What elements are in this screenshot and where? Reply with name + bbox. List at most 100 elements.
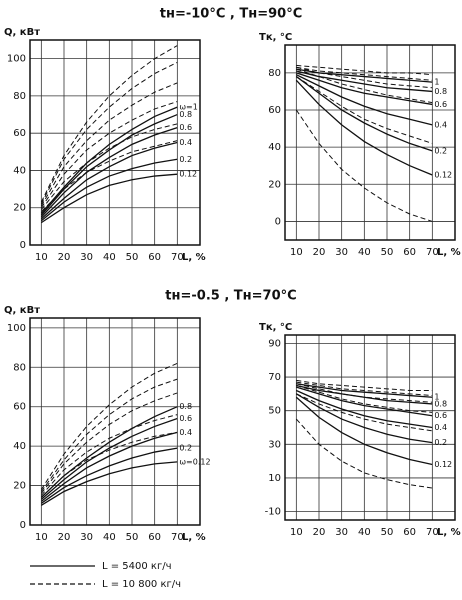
y-axis-label: Tк, °C	[259, 32, 292, 43]
y-tick-label: 20	[13, 481, 26, 492]
curve	[40, 447, 178, 504]
x-tick-label: 50	[126, 252, 139, 263]
curve-label: 0.2	[179, 444, 192, 453]
curve	[40, 123, 178, 210]
y-tick-label: 20	[13, 203, 26, 214]
y-tick-label: 80	[13, 91, 26, 102]
y-axis-label: Q, кВт	[4, 27, 40, 38]
x-tick-label: 60	[403, 527, 416, 538]
curve	[40, 417, 178, 500]
curve	[40, 158, 178, 222]
y-tick-label: 90	[268, 338, 281, 349]
x-tick-label: 10	[290, 247, 303, 258]
x-tick-label: 60	[403, 247, 416, 258]
curve-label: 0.6	[179, 123, 192, 132]
curve	[295, 396, 433, 466]
curve-label: 0.4	[179, 138, 192, 147]
x-tick-label: 30	[80, 532, 93, 543]
curve	[40, 82, 178, 207]
curve-label: 0.2	[434, 438, 447, 447]
x-tick-label: 60	[148, 252, 161, 263]
y-tick-label: -10	[265, 507, 281, 518]
curve	[296, 64, 433, 76]
x-tick-label: 70	[426, 527, 439, 538]
x-tick-label: 60	[148, 532, 161, 543]
curve	[40, 406, 178, 498]
y-tick-label: 60	[13, 402, 26, 413]
curve	[296, 386, 433, 417]
x-tick-label: 10	[35, 532, 48, 543]
curve	[295, 109, 433, 222]
curve	[296, 389, 433, 429]
curve	[40, 45, 178, 203]
x-tick-label: 20	[58, 532, 71, 543]
y-tick-label: 30	[268, 439, 281, 450]
y-axis-label: Q, кВт	[4, 305, 40, 316]
x-tick-label: 70	[171, 532, 184, 543]
curve	[40, 378, 178, 492]
curve-label: 1	[434, 393, 439, 402]
curve	[296, 393, 433, 432]
legend-label: L = 10 800 кг/ч	[102, 579, 181, 590]
curve	[296, 393, 433, 444]
x-axis-label: L, %	[437, 527, 461, 538]
curve-label: 0.4	[434, 423, 447, 432]
heading: tн=-0.5 , Tн=70°C	[165, 289, 296, 304]
x-axis-label: L, %	[437, 247, 461, 258]
curve	[40, 106, 178, 214]
curve	[40, 414, 178, 496]
curve-label: 0.8	[434, 87, 447, 96]
heading: tн=-10°C , Tн=90°C	[160, 7, 302, 22]
x-tick-label: 40	[103, 252, 116, 263]
plot-frame	[29, 317, 201, 526]
x-tick-label: 10	[35, 252, 48, 263]
curve	[295, 76, 433, 152]
curve-label: ω=1	[179, 103, 198, 112]
y-tick-label: 80	[268, 68, 281, 79]
curve	[296, 383, 433, 403]
curve-label: 0.2	[434, 146, 447, 155]
y-tick-label: 0	[20, 520, 26, 531]
x-axis-label: L, %	[182, 252, 206, 263]
x-axis-label: L, %	[182, 532, 206, 543]
curve-label: 0.12	[434, 171, 452, 180]
curve	[40, 61, 178, 205]
curve	[40, 113, 178, 216]
curve-label: 0.2	[179, 155, 192, 164]
plot-frame	[29, 39, 201, 246]
curve	[40, 126, 178, 218]
y-tick-label: 10	[268, 473, 281, 484]
y-tick-label: 80	[13, 362, 26, 373]
y-tick-label: 100	[7, 54, 26, 65]
curve	[40, 362, 178, 490]
curve	[296, 384, 433, 405]
y-tick-label: 40	[13, 165, 26, 176]
curve-label: 1	[434, 78, 439, 87]
curve	[40, 173, 178, 224]
curve	[296, 74, 433, 126]
curve	[295, 79, 433, 176]
curve	[296, 66, 433, 89]
curve	[296, 70, 433, 93]
y-tick-label: 40	[13, 441, 26, 452]
curve	[40, 461, 178, 506]
plot-frame	[284, 334, 456, 521]
curve	[40, 392, 178, 494]
curve	[296, 72, 433, 106]
curve-label: 0.6	[434, 100, 447, 109]
y-tick-label: 0	[20, 240, 26, 251]
y-tick-label: 100	[7, 323, 26, 334]
curve	[296, 381, 433, 397]
legend-label: L = 5400 кг/ч	[102, 561, 172, 572]
curve-label: 0.4	[434, 120, 447, 129]
curve	[296, 68, 433, 83]
curve	[40, 101, 178, 209]
x-tick-label: 70	[171, 252, 184, 263]
curve	[296, 76, 433, 144]
curve-label: 0.6	[179, 414, 192, 423]
x-tick-label: 30	[335, 247, 348, 258]
curve	[296, 379, 433, 391]
y-tick-label: 20	[268, 179, 281, 190]
x-tick-label: 40	[103, 532, 116, 543]
